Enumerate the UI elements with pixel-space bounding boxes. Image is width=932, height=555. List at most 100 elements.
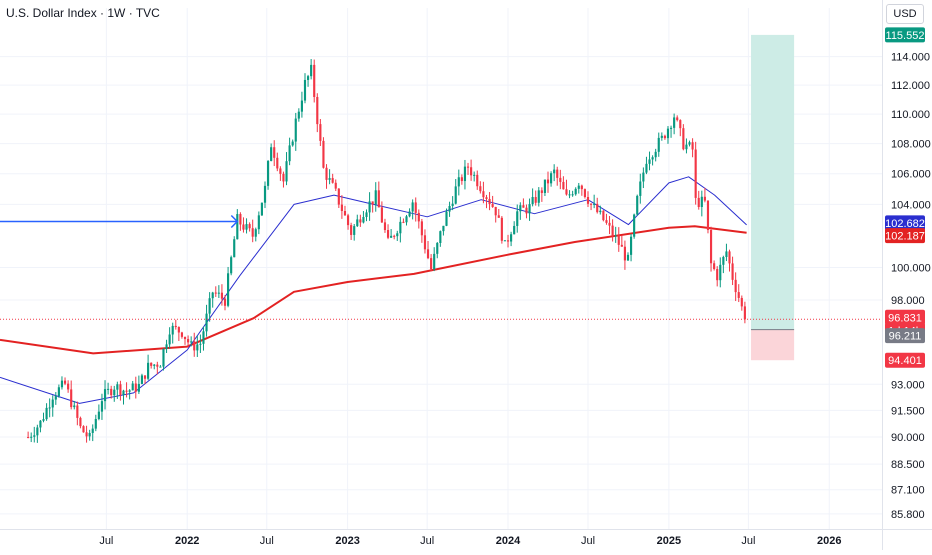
candle-body: [116, 384, 119, 390]
price-tick-label: 98.000: [891, 295, 925, 307]
candle-body: [153, 364, 156, 366]
candle-body: [316, 96, 319, 125]
time-tick-label: Jul: [741, 535, 755, 547]
candle-body: [319, 124, 322, 141]
candle-body: [239, 214, 242, 225]
candle-body: [546, 179, 550, 184]
stop-zone: [751, 329, 795, 361]
candle-body: [60, 380, 64, 388]
candle-body: [107, 388, 110, 390]
candle-body: [393, 235, 396, 237]
candle-body: [325, 167, 328, 180]
candle-body: [593, 203, 596, 205]
candle-body: [402, 221, 405, 223]
candle-body: [731, 263, 734, 280]
candle-body: [737, 292, 740, 298]
time-tick-label: 2025: [657, 535, 681, 547]
candle-body: [556, 169, 559, 178]
candle-body: [337, 188, 340, 205]
candle-body: [550, 173, 553, 184]
long-position-tool[interactable]: [751, 34, 795, 361]
candle-body: [568, 194, 571, 196]
candle-body: [147, 362, 150, 379]
candle-body: [70, 389, 73, 408]
last-price-badge-bg: [885, 309, 925, 325]
candle-body: [248, 224, 251, 229]
candle-body: [205, 313, 208, 332]
candle-body: [497, 215, 500, 218]
candle-body: [273, 147, 276, 158]
candle-body: [602, 210, 605, 221]
price-axis[interactable]: 114.000 112.000 110.000 108.000 106.000 104.0…: [891, 52, 931, 521]
candle-body: [254, 229, 257, 237]
candle-body: [110, 388, 113, 396]
candle-body: [633, 214, 636, 237]
candle-body: [562, 181, 565, 190]
candle-body: [716, 269, 719, 281]
candle-body: [236, 214, 239, 240]
candle-body: [276, 157, 279, 169]
candle-body: [528, 204, 531, 214]
candle-body: [282, 173, 285, 182]
candle-body: [346, 215, 350, 226]
candle-body: [463, 166, 467, 182]
candle-body: [183, 336, 187, 340]
candle-body: [617, 235, 620, 245]
candle-body: [740, 297, 743, 307]
candle-body: [700, 196, 703, 207]
candle-body: [374, 190, 377, 205]
candle-body: [156, 364, 159, 367]
candle-body: [651, 157, 654, 160]
candle-body: [297, 111, 300, 119]
candle-body: [371, 201, 374, 205]
candle-body: [82, 426, 85, 433]
sma-fast-badge-bg: [885, 215, 925, 231]
candle-body: [45, 407, 48, 420]
candle-body: [426, 249, 430, 259]
candle-body: [328, 178, 331, 180]
arrow-head: [230, 214, 239, 229]
candle-body: [100, 401, 104, 412]
time-axis[interactable]: Jul 2022 Jul 2023 Jul 2024 Jul 2025 Jul 2026: [99, 535, 841, 547]
candle-body: [639, 181, 642, 196]
candle-body: [414, 202, 417, 213]
candle-body: [27, 437, 30, 439]
target-price-badge-bg: [885, 27, 925, 43]
candle-body: [540, 190, 543, 193]
candle-body: [706, 200, 710, 230]
candle-body: [140, 375, 144, 384]
candle-body: [614, 235, 617, 237]
candle-body: [448, 205, 451, 212]
price-tick-label: 90.000: [891, 432, 925, 444]
currency-selector[interactable]: USD: [886, 4, 924, 24]
candle-body: [103, 389, 107, 402]
candle-body: [97, 411, 100, 419]
candle-body: [300, 100, 303, 112]
candle-body: [350, 225, 353, 235]
price-tick-label: 87.100: [891, 485, 925, 497]
candle-body: [380, 207, 383, 223]
candle-body: [165, 344, 168, 349]
candle-body: [519, 205, 522, 212]
candle-body: [525, 207, 528, 214]
candle-body: [473, 174, 476, 176]
arrow-annotation[interactable]: [0, 214, 239, 229]
candle-body: [405, 216, 408, 223]
candle-body: [611, 225, 614, 236]
candle-body: [553, 169, 556, 174]
candle-body: [605, 220, 608, 223]
time-tick-label: 2026: [817, 535, 841, 547]
candle-body: [285, 161, 288, 182]
candle-body: [288, 145, 291, 162]
time-tick-label: 2023: [335, 535, 359, 547]
candle-body: [574, 188, 577, 195]
candles: [27, 59, 746, 443]
sma-fast-path: [0, 176, 747, 404]
candle-body: [580, 185, 583, 190]
candle-body: [482, 191, 485, 198]
candle-body: [663, 135, 666, 139]
candle-body: [187, 339, 190, 343]
